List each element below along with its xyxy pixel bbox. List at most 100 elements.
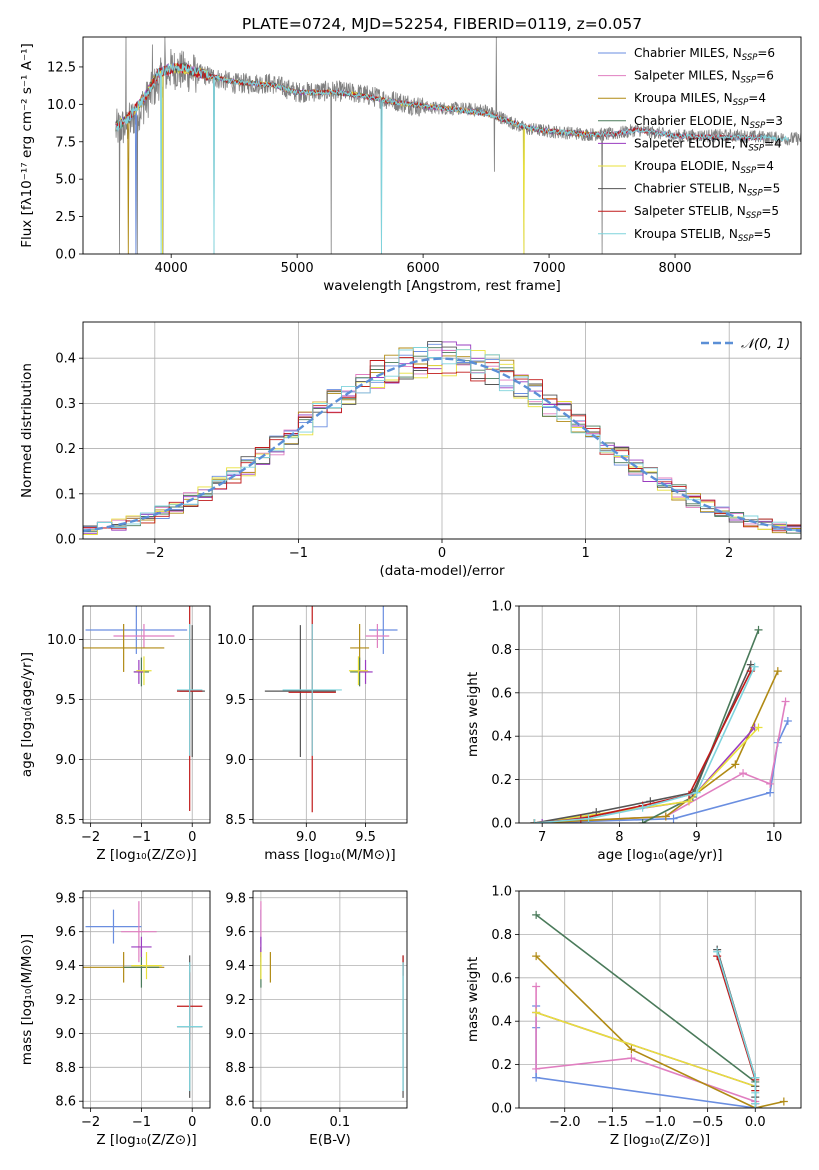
legend-label: Salpeter ELODIE, NSSP=4 [634, 136, 782, 153]
errorbar-point-4 [358, 659, 373, 684]
panel-residual_hist: −2 −1 0 1 2 0.0 0.1 0.2 0.3 0.4 (data-model)/error… [19, 321, 802, 579]
y-tick-label: 0.2 [491, 773, 512, 788]
plus-marker [669, 814, 678, 823]
y-tick-label: 0.6 [491, 686, 512, 701]
plot-area-mass_vs_EBV [260, 901, 404, 1098]
y-tick-label: 9.2 [225, 993, 246, 1008]
axes-frame [82, 36, 802, 255]
plus-marker [754, 625, 763, 634]
plus-marker [713, 947, 722, 956]
y-tick-label: 0.0 [491, 1102, 512, 1117]
histogram-step-7 [83, 357, 801, 532]
y-tick-label: 10.0 [47, 98, 76, 113]
x-tick-label: 8000 [658, 261, 691, 276]
plus-marker [584, 814, 593, 823]
errorbar-point-1 [121, 901, 157, 963]
plot-area-age_vs_mass [264, 606, 398, 813]
errorbar-point-6 [264, 625, 336, 758]
plus-marker [532, 1008, 541, 1017]
x-tick-label: −0.5 [692, 1115, 724, 1130]
plot-area-residual_hist [83, 341, 801, 535]
x-tick-label: 9 [693, 830, 701, 845]
y-axis-label: mass [log₁₀(M/M⊙)] [19, 934, 35, 1065]
legend-entry-7: Salpeter STELIB, NSSP=5 [598, 204, 779, 221]
y-tick-label: 0.6 [491, 971, 512, 986]
x-tick-label: −2 [81, 830, 100, 845]
plus-marker [627, 1045, 636, 1054]
histogram-step-5 [83, 349, 801, 535]
errorbar-point-0 [85, 909, 142, 944]
errorbar-point-2 [83, 623, 165, 672]
panel-weight_vs_age: 7 8 9 10 0.0 0.2 0.4 0.6 0.8 1.0 age [log₁₀(age/yr… [465, 600, 802, 863]
x-tick-label: −1.0 [644, 1115, 676, 1130]
y-tick-label: 12.5 [47, 60, 76, 75]
errorbar-point-4 [133, 659, 144, 684]
histogram-step-6 [83, 341, 801, 529]
y-tick-label: 9.5 [55, 693, 76, 708]
legend: Chabrier MILES, NSSP=6 Salpeter MILES, NS… [598, 46, 783, 244]
histogram-step-8 [83, 347, 801, 531]
plus-marker [638, 819, 647, 823]
axes-frame [82, 890, 211, 1109]
normal-reference-curve [83, 357, 801, 533]
x-tick-label: 0.0 [745, 1115, 766, 1130]
panel-age_vs_Z: −2 −1 0 8.5 9.0 9.5 10.0 Z [log₁₀(Z/Z⊙)] age [lo… [19, 605, 211, 863]
y-tick-label: 9.0 [55, 1027, 76, 1042]
y-tick-label: 8.8 [225, 1061, 246, 1076]
y-tick-label: 0.4 [491, 730, 512, 745]
plus-marker [779, 1097, 788, 1106]
legend-label: Kroupa ELODIE, NSSP=4 [634, 159, 774, 176]
y-tick-label: 0.0 [55, 533, 76, 548]
x-axis-label: (data-model)/error [379, 563, 505, 579]
plus-marker [530, 819, 539, 823]
y-tick-label: 5.0 [55, 173, 76, 188]
errorbar-point-0 [369, 606, 398, 654]
x-tick-label: 0 [438, 546, 446, 561]
y-tick-label: 9.8 [225, 891, 246, 906]
plus-marker [538, 819, 547, 823]
y-tick-label: 1.0 [491, 600, 512, 615]
x-tick-label: 8 [615, 830, 623, 845]
plot-area-age_vs_Z [83, 606, 205, 812]
errorbar-point-1 [365, 623, 390, 648]
legend-label: Chabrier STELIB, NSSP=5 [634, 182, 780, 199]
legend-label: Salpeter MILES, NSSP=6 [634, 69, 774, 86]
y-tick-label: 0.8 [491, 928, 512, 943]
y-tick-label: 0.3 [55, 397, 76, 412]
x-tick-label: 4000 [155, 261, 188, 276]
panel-age_vs_mass: 9.0 9.5 8.5 9.0 9.5 10.0 mass [log₁₀(M/M⊙)] [217, 605, 408, 863]
x-tick-label: 7 [538, 830, 546, 845]
x-tick-label: −1 [132, 1115, 151, 1130]
y-tick-label: 7.5 [55, 135, 76, 150]
x-tick-label: 6000 [407, 261, 440, 276]
x-tick-label: 5000 [281, 261, 314, 276]
y-tick-label: 9.5 [225, 693, 246, 708]
y-tick-label: 1.0 [491, 885, 512, 900]
ticks-weight_vs_Z: −2.0 −1.5 −1.0 −0.5 0.0 0.0 0.2 0.4 0.6 0.8 1.0 [491, 885, 765, 1131]
plus-marker [532, 910, 541, 919]
x-tick-label: 1 [581, 546, 589, 561]
legend-label: Kroupa STELIB, NSSP=5 [634, 227, 771, 244]
axes-frame [82, 605, 211, 824]
legend-entry-1: Salpeter MILES, NSSP=6 [598, 69, 774, 86]
errorbar-point-5 [136, 656, 152, 686]
plus-marker [627, 1054, 636, 1063]
plus-marker [532, 1073, 541, 1082]
y-axis-label: mass weight [465, 957, 481, 1042]
x-axis-label: Z [log₁₀(Z/Z⊙)] [610, 1132, 710, 1148]
x-axis-label: E(B-V) [309, 1132, 351, 1148]
axes-frame [82, 321, 802, 540]
y-tick-label: 0.2 [55, 442, 76, 457]
legend-entry-4: Salpeter ELODIE, NSSP=4 [598, 136, 782, 153]
plus-marker [754, 723, 763, 732]
plot-area-spectrum [115, 37, 801, 254]
x-tick-label: −1 [132, 830, 151, 845]
axes-frame [252, 605, 408, 824]
y-axis-label: mass weight [465, 672, 481, 757]
plus-marker [773, 667, 782, 676]
plus-marker [750, 662, 759, 671]
x-tick-label: −1.5 [597, 1115, 629, 1130]
x-tick-label: −2.0 [549, 1115, 581, 1130]
panel-mass_vs_Z: −2 −1 0 8.6 8.8 9.0 9.2 9.4 9.6 9.8 Z [log₁₀(Z/Z⊙)… [19, 890, 211, 1148]
plot-area-weight_vs_age [530, 625, 792, 823]
